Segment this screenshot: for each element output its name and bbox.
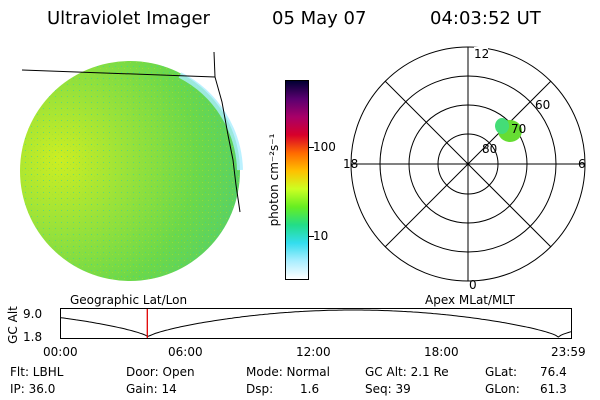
mlt-diagonal xyxy=(384,80,552,248)
geographic-grid-line xyxy=(214,76,241,213)
colorbar-tick-mark xyxy=(308,236,314,237)
time-tick: 00:00 xyxy=(43,345,78,359)
glat-value: 76.4 xyxy=(540,365,567,379)
geographic-grid-line xyxy=(21,69,216,78)
colorbar-tick-mark xyxy=(308,147,314,148)
apex-panel-label: Apex MLat/MLT xyxy=(425,293,515,307)
altitude-curve xyxy=(60,309,572,338)
time-tick: 18:00 xyxy=(424,345,459,359)
mlt-label-18: 18 xyxy=(343,157,358,171)
glon-label: GLon: xyxy=(485,382,520,396)
earth-disk-texture xyxy=(20,61,240,281)
gc-alt-info: GC Alt: 2.1 Re xyxy=(365,365,449,379)
time-tick: 06:00 xyxy=(168,345,203,359)
colorbar-label: photon cm⁻²s⁻¹ xyxy=(267,133,281,227)
seq-info: Seq: 39 xyxy=(365,382,411,396)
glon-value: 61.3 xyxy=(540,382,567,396)
date-label: 05 May 07 xyxy=(272,8,367,29)
mlt-label-0: 0 xyxy=(469,278,477,292)
lat-label-80: 80 xyxy=(482,142,497,156)
glat-label: GLat: xyxy=(485,365,518,379)
mlt-label-6: 6 xyxy=(578,157,586,171)
gain-info: Gain: 14 xyxy=(126,382,177,396)
door-info: Door: Open xyxy=(126,365,195,379)
auroral-emission-blob xyxy=(495,118,509,134)
dsp-value: 1.6 xyxy=(300,382,320,396)
intensity-colorbar xyxy=(285,80,309,280)
lat-label-60: 60 xyxy=(535,98,550,112)
polar-mlat-mlt-plot: 12 0 18 6 60 70 80 xyxy=(343,46,586,292)
colorbar-tick: 10 xyxy=(313,229,329,243)
instrument-title: Ultraviolet Imager xyxy=(47,8,210,29)
dayside-edge xyxy=(178,72,243,171)
ip-info: IP: 36.0 xyxy=(10,382,56,396)
altitude-ymin: 1.8 xyxy=(23,330,43,344)
geographic-grid-line xyxy=(213,51,216,78)
time-label: 04:03:52 UT xyxy=(430,8,541,29)
dsp-label: Dsp: xyxy=(246,382,274,396)
time-tick: 23:59 xyxy=(551,345,586,359)
altitude-plot xyxy=(60,308,572,339)
uv-earth-image xyxy=(20,51,243,281)
altitude-ymax: 9.0 xyxy=(23,307,43,321)
filter-info: Flt: LBHL xyxy=(10,365,64,379)
colorbar-gradient xyxy=(286,81,308,279)
mlt-label-12: 12 xyxy=(474,47,489,61)
geographic-panel-label: Geographic Lat/Lon xyxy=(70,293,188,307)
colorbar-tick: 100 xyxy=(313,140,336,154)
time-tick: 12:00 xyxy=(296,345,331,359)
altitude-ylabel: GC Alt xyxy=(6,306,20,344)
mode-info: Mode: Normal xyxy=(246,365,330,379)
altitude-plot-frame xyxy=(60,308,572,339)
mlt-label-bg xyxy=(474,47,488,59)
lat-label-70: 70 xyxy=(511,122,526,136)
